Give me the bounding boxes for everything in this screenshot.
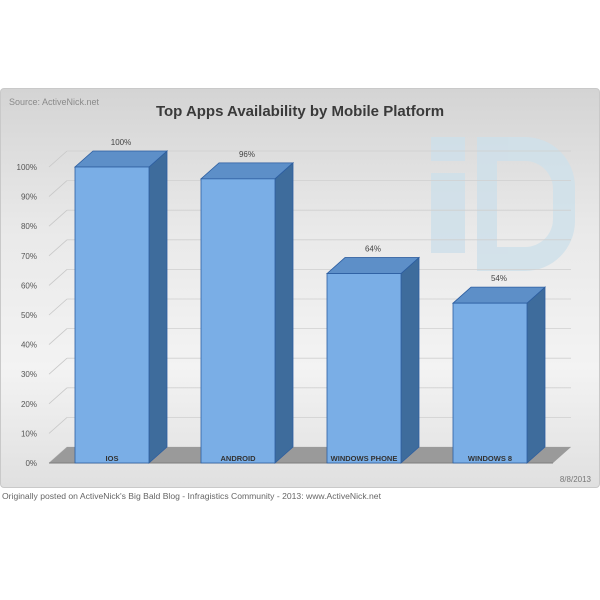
x-category-label: WINDOWS 8 bbox=[468, 454, 512, 463]
gridline-depth bbox=[48, 180, 68, 197]
data-label: 54% bbox=[491, 274, 507, 283]
y-tick-label: 20% bbox=[21, 400, 37, 409]
data-label: 64% bbox=[365, 245, 381, 254]
gridline-depth bbox=[48, 357, 68, 375]
gridline-depth bbox=[48, 150, 68, 168]
gridline-depth bbox=[48, 209, 68, 227]
bar-chart: 0% 10% 20% 30% 40% 50% 60% 70% 80% 90% 100% 100% IOS… bbox=[17, 137, 575, 468]
gridline-depth bbox=[48, 269, 68, 286]
watermark-shape bbox=[431, 137, 575, 271]
watermark-block bbox=[431, 137, 465, 161]
y-tick-label: 60% bbox=[21, 281, 37, 290]
y-tick-label: 90% bbox=[21, 193, 37, 202]
y-tick-label: 40% bbox=[21, 341, 37, 350]
bar bbox=[199, 161, 295, 464]
bar bbox=[451, 286, 547, 464]
id-logo-watermark bbox=[431, 137, 575, 271]
bar-front bbox=[200, 178, 276, 464]
caption: Originally posted on ActiveNick's Big Ba… bbox=[2, 491, 381, 501]
chart-floor bbox=[49, 447, 571, 463]
y-tick-label: 30% bbox=[21, 370, 37, 379]
y-tick-label: 100% bbox=[17, 163, 37, 172]
x-category-label: ANDROID bbox=[221, 454, 257, 463]
gridline-depth bbox=[48, 239, 68, 257]
y-tick-label: 80% bbox=[21, 222, 37, 231]
chart-title: Top Apps Availability by Mobile Platform bbox=[155, 103, 445, 120]
gridline-depth bbox=[48, 328, 68, 345]
y-tick-label: 50% bbox=[21, 311, 37, 320]
bar-front bbox=[326, 273, 402, 464]
bar-side bbox=[400, 256, 420, 464]
gridline-depth bbox=[48, 417, 68, 434]
chart-frame: Source: ActiveNick.net Top Apps Availabi… bbox=[0, 88, 600, 488]
bar-side bbox=[148, 150, 168, 464]
date-label: 8/8/2013 bbox=[559, 475, 591, 484]
bar-side bbox=[274, 161, 294, 464]
data-label: 100% bbox=[111, 138, 131, 147]
bar bbox=[73, 150, 169, 464]
data-label: 96% bbox=[239, 150, 255, 159]
x-category-label: IOS bbox=[106, 454, 119, 463]
bar-front bbox=[74, 166, 150, 464]
bar bbox=[325, 256, 421, 464]
x-category-label: WINDOWS PHONE bbox=[331, 454, 398, 463]
y-tick-label: 10% bbox=[21, 429, 37, 438]
source-label: Source: ActiveNick.net bbox=[9, 97, 100, 107]
y-tick-label: 70% bbox=[21, 252, 37, 261]
y-tick-label: 0% bbox=[25, 459, 37, 468]
gridline-depth bbox=[48, 387, 68, 405]
gridline-depth bbox=[48, 298, 68, 316]
bar-front bbox=[452, 302, 528, 464]
bar-side bbox=[526, 286, 546, 464]
